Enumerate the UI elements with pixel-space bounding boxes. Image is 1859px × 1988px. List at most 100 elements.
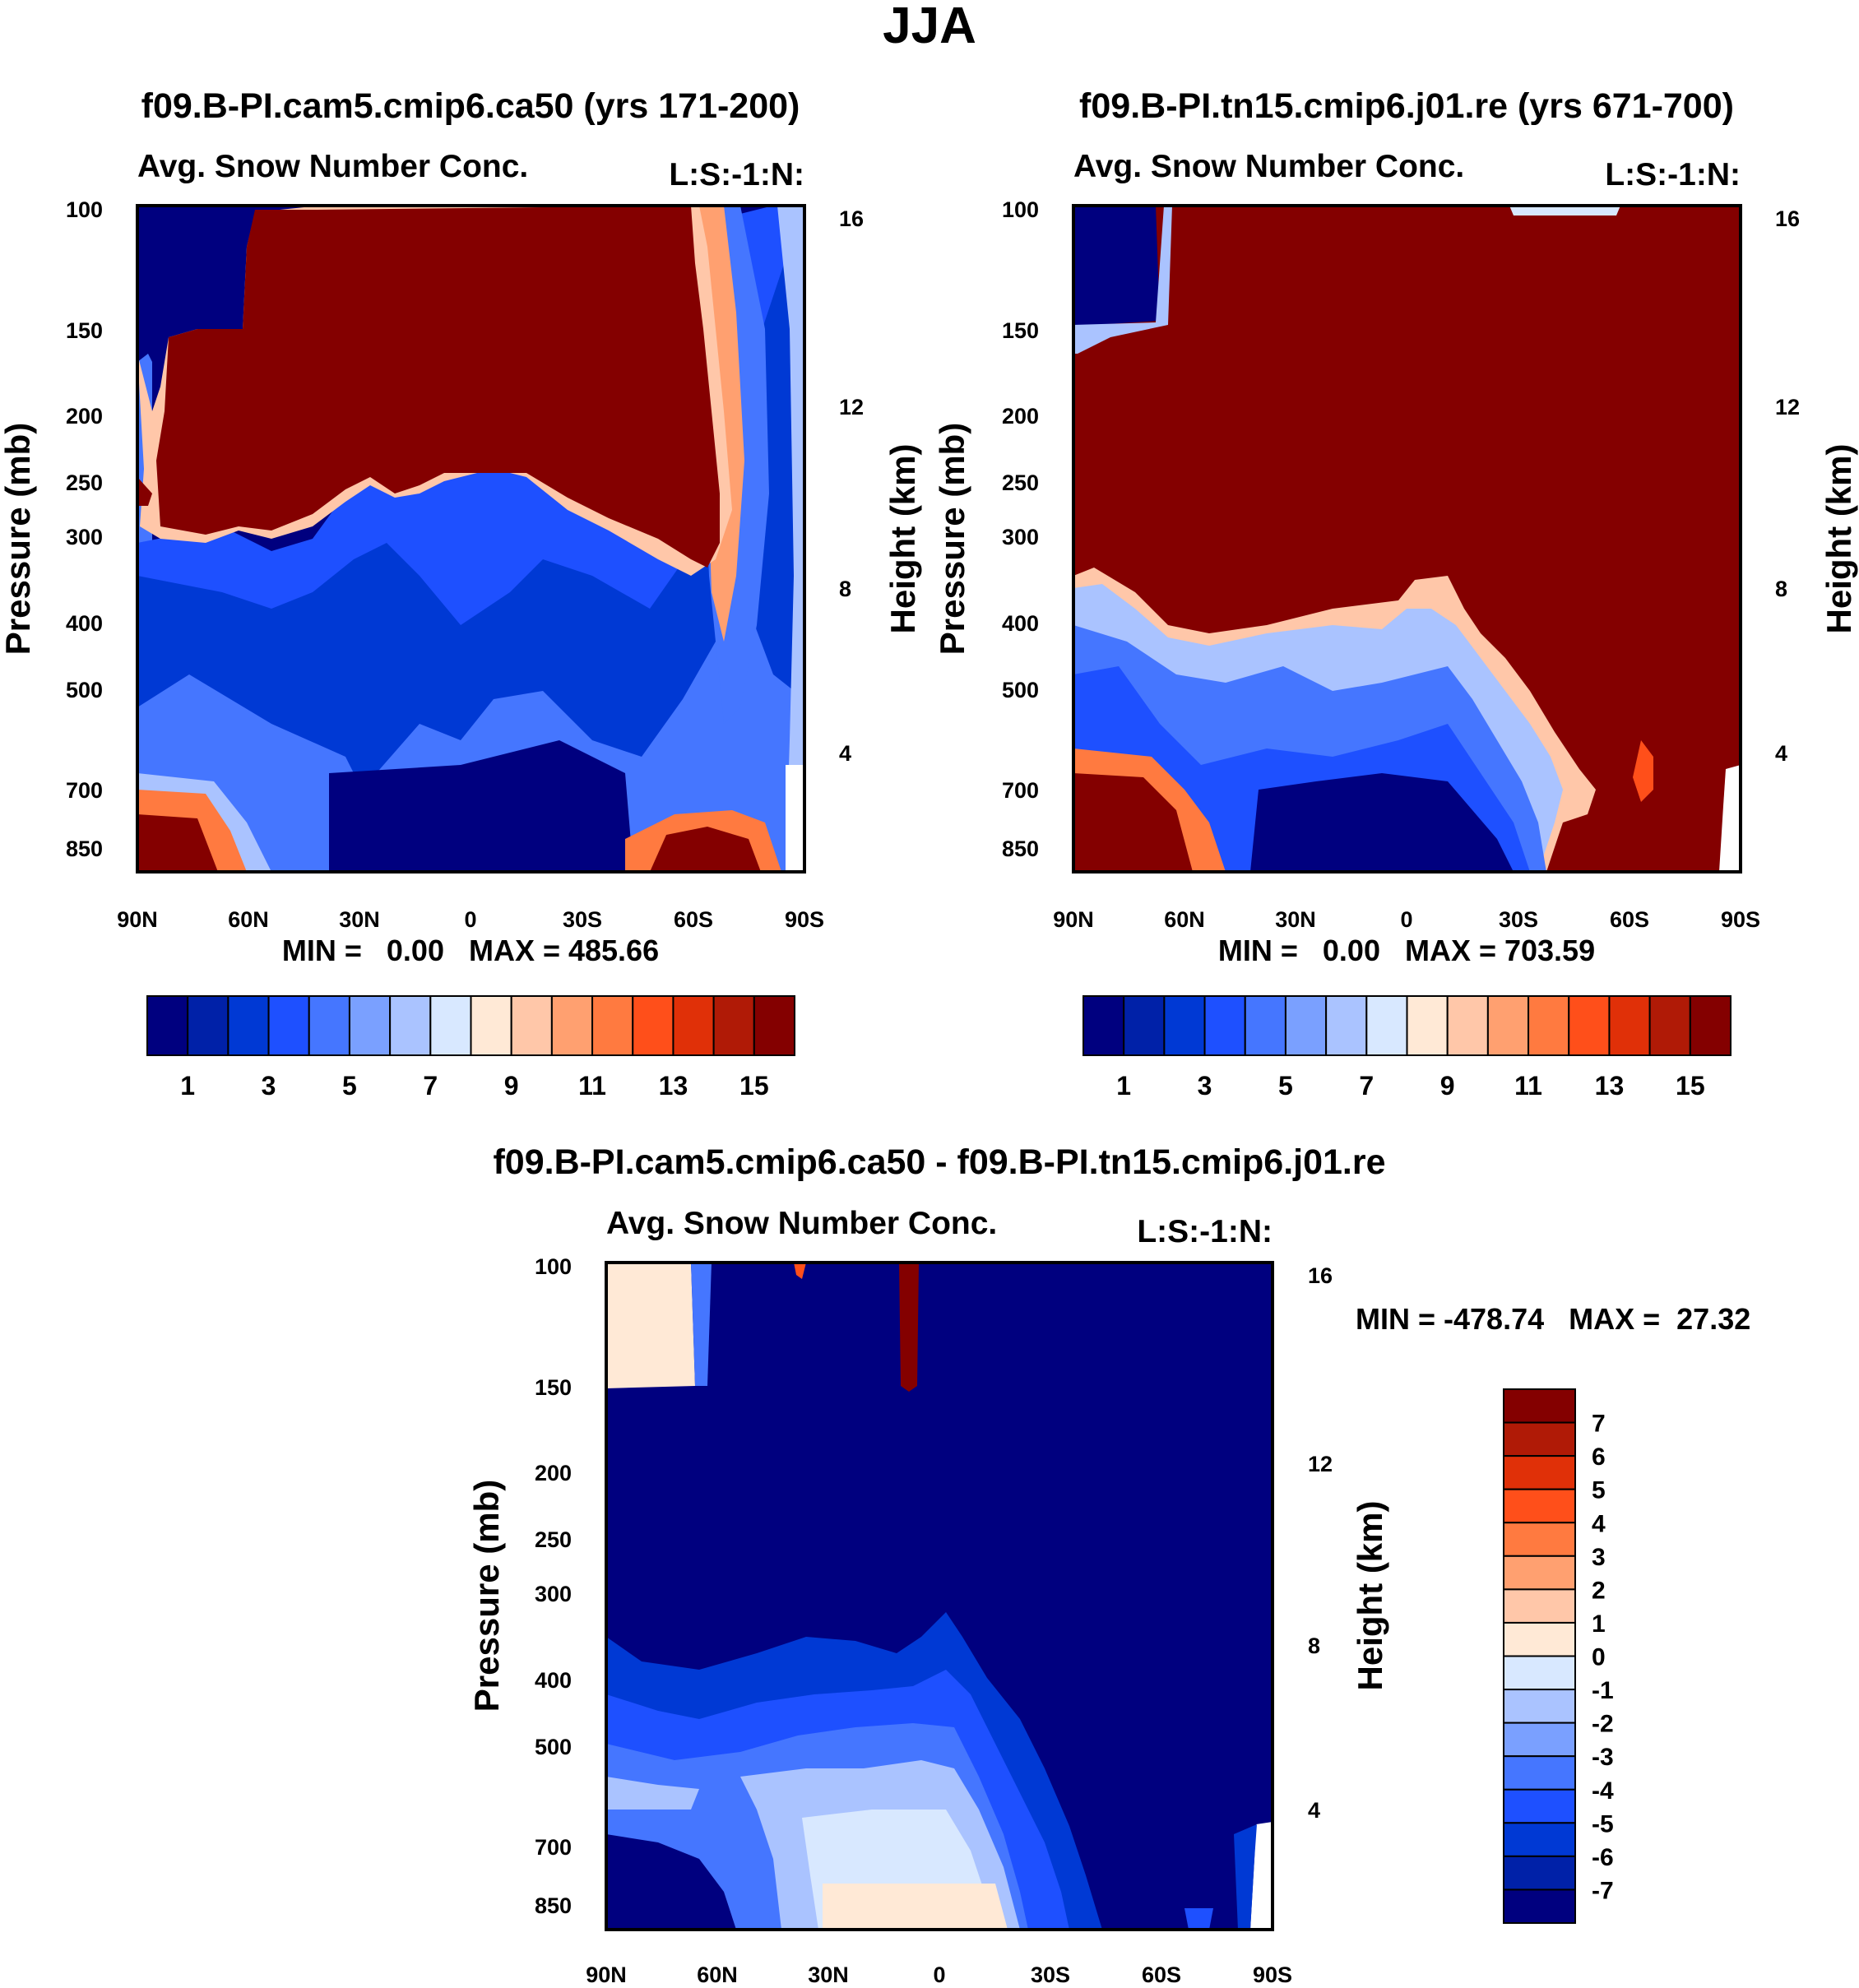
y-tick-label: 300 bbox=[535, 1582, 572, 1606]
panel-2-contour-field bbox=[1073, 206, 1741, 872]
colorbar-box bbox=[267, 995, 310, 1056]
colorbar-box bbox=[389, 995, 432, 1056]
colorbar-box bbox=[1503, 1888, 1576, 1924]
main-title: JJA bbox=[883, 0, 976, 54]
colorbar-box bbox=[1608, 995, 1651, 1056]
panel-1-y-ticks: 100 150 200 250 300 400 500 700 850 bbox=[66, 197, 103, 861]
y-tick-label: 500 bbox=[66, 678, 103, 702]
colorbar-box bbox=[591, 995, 634, 1056]
colorbar-tick-label: 1 bbox=[1592, 1610, 1606, 1638]
y-tick-label: 700 bbox=[1002, 778, 1039, 803]
y-tick-label: 400 bbox=[535, 1668, 572, 1693]
colorbar-box bbox=[1503, 1722, 1576, 1758]
colorbar-box bbox=[1082, 995, 1125, 1056]
colorbar-tick-label: 9 bbox=[504, 1071, 519, 1101]
panel-2-frame bbox=[1072, 204, 1742, 874]
colorbar-box bbox=[1503, 1555, 1576, 1591]
y2-tick-label: 8 bbox=[839, 577, 851, 601]
colorbar-box bbox=[1503, 1421, 1576, 1457]
panel-2-tag: L:S:-1:N: bbox=[1605, 157, 1741, 192]
colorbar-tick-label: 15 bbox=[1676, 1071, 1705, 1101]
y-tick-label: 400 bbox=[66, 611, 103, 636]
colorbar-tick-label: 7 bbox=[1592, 1411, 1606, 1438]
colorbar-box bbox=[1528, 995, 1570, 1056]
panel-2-min-max: MIN = 0.00 MAX = 703.59 bbox=[1218, 934, 1595, 967]
colorbar-box bbox=[1503, 1388, 1576, 1424]
colorbar-box bbox=[1325, 995, 1368, 1056]
x-tick-label: 30N bbox=[808, 1963, 849, 1987]
colorbar-tick-label: 13 bbox=[659, 1071, 688, 1101]
panel-3-x-ticks: 90N 60N 30N 0 30S 60S 90S bbox=[586, 1963, 1292, 1987]
colorbar-box bbox=[1365, 995, 1408, 1056]
colorbar-box bbox=[1568, 995, 1611, 1056]
panel-1-y2-ticks: 16 12 8 4 bbox=[839, 206, 864, 766]
x-tick-label: 60N bbox=[697, 1963, 738, 1987]
x-tick-label: 0 bbox=[464, 907, 476, 932]
panel-2: f09.B-PI.tn15.cmip6.j01.re (yrs 671-700)… bbox=[933, 86, 1858, 967]
x-tick-label: 60N bbox=[228, 907, 269, 932]
x-tick-label: 90S bbox=[785, 907, 824, 932]
colorbar-box bbox=[1503, 1588, 1576, 1624]
y-tick-label: 200 bbox=[66, 404, 103, 429]
y-tick-label: 100 bbox=[1002, 197, 1039, 222]
colorbar-tick-label: 2 bbox=[1592, 1577, 1606, 1604]
y2-tick-label: 12 bbox=[1775, 395, 1800, 419]
panel-1-tag: L:S:-1:N: bbox=[669, 157, 804, 192]
panel-3-title: f09.B-PI.cam5.cmip6.ca50 - f09.B-PI.tn15… bbox=[493, 1142, 1385, 1182]
panel-3-tag: L:S:-1:N: bbox=[1137, 1214, 1273, 1249]
panel-1-x-ticks: 90N 60N 30N 0 30S 60S 90S bbox=[117, 907, 824, 932]
x-tick-label: 90S bbox=[1721, 907, 1760, 932]
colorbar-box bbox=[146, 995, 189, 1056]
colorbar-box bbox=[1446, 995, 1489, 1056]
colorbar-box bbox=[429, 995, 472, 1056]
panel-1: f09.B-PI.cam5.cmip6.ca50 (yrs 171-200) A… bbox=[0, 86, 922, 967]
colorbar-tick-label: 7 bbox=[423, 1071, 438, 1101]
colorbar-box bbox=[1503, 1655, 1576, 1691]
panel-2-title: f09.B-PI.tn15.cmip6.j01.re (yrs 671-700) bbox=[1079, 86, 1734, 126]
y-tick-label: 100 bbox=[535, 1254, 572, 1279]
x-tick-label: 0 bbox=[1400, 907, 1412, 932]
colorbar-box bbox=[187, 995, 229, 1056]
y-tick-label: 700 bbox=[66, 778, 103, 803]
y2-tick-label: 12 bbox=[1308, 1452, 1333, 1476]
colorbar-box bbox=[1503, 1855, 1576, 1891]
y-tick-label: 500 bbox=[535, 1735, 572, 1759]
colorbar-box bbox=[1503, 1822, 1576, 1857]
y-tick-label: 300 bbox=[66, 525, 103, 549]
panel-2-x-ticks: 90N 60N 30N 0 30S 60S 90S bbox=[1053, 907, 1760, 932]
y2-tick-label: 16 bbox=[839, 206, 864, 231]
panel-1-variable: Avg. Snow Number Conc. bbox=[137, 149, 528, 184]
x-tick-label: 30S bbox=[563, 907, 602, 932]
panel-1-title: f09.B-PI.cam5.cmip6.ca50 (yrs 171-200) bbox=[141, 86, 800, 126]
colorbar-box bbox=[1123, 995, 1166, 1056]
panel-2-y-ticks: 100 150 200 250 300 400 500 700 850 bbox=[1002, 197, 1039, 861]
panel-3-frame bbox=[605, 1261, 1274, 1931]
colorbar-box bbox=[1503, 1621, 1576, 1657]
x-tick-label: 90S bbox=[1253, 1963, 1292, 1987]
colorbar-tick-label: -7 bbox=[1592, 1877, 1614, 1904]
panel-3-variable: Avg. Snow Number Conc. bbox=[606, 1206, 997, 1241]
y2-tick-label: 8 bbox=[1308, 1633, 1320, 1658]
y-tick-label: 500 bbox=[1002, 678, 1039, 702]
colorbar-tick-label: 4 bbox=[1592, 1510, 1606, 1537]
colorbar-box bbox=[1689, 995, 1732, 1056]
colorbar-box bbox=[1203, 995, 1246, 1056]
colorbar-tick-label: 7 bbox=[1359, 1071, 1374, 1101]
y-tick-label: 850 bbox=[66, 836, 103, 861]
colorbar-tick-label: -4 bbox=[1592, 1777, 1614, 1805]
x-tick-label: 0 bbox=[933, 1963, 945, 1987]
colorbar-box bbox=[348, 995, 392, 1056]
colorbar-tick-label: -6 bbox=[1592, 1844, 1614, 1871]
panel-3-y2-label: Height (km) bbox=[1351, 1501, 1389, 1691]
x-tick-label: 60S bbox=[1142, 1963, 1181, 1987]
x-tick-label: 60N bbox=[1164, 907, 1205, 932]
y-tick-label: 150 bbox=[535, 1375, 572, 1400]
y-tick-label: 850 bbox=[1002, 836, 1039, 861]
y2-tick-label: 4 bbox=[839, 741, 851, 766]
colorbar-tick-label: 3 bbox=[1592, 1544, 1606, 1571]
x-tick-label: 30N bbox=[339, 907, 380, 932]
colorbar-box bbox=[672, 995, 715, 1056]
colorbar-box bbox=[1503, 1788, 1576, 1824]
colorbar-tick-label: -1 bbox=[1592, 1677, 1614, 1704]
y2-tick-label: 8 bbox=[1775, 577, 1787, 601]
